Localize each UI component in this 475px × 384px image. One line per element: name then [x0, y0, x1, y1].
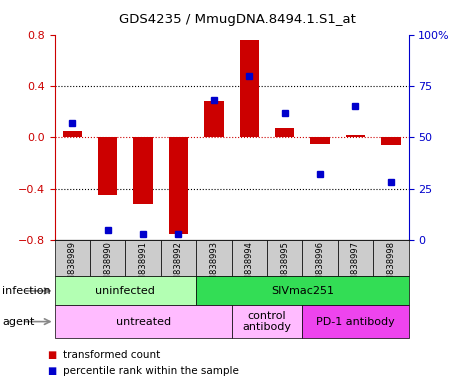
Bar [55, 240, 90, 276]
Bar [267, 240, 303, 276]
Text: GSM838998: GSM838998 [386, 241, 395, 292]
Text: GSM838995: GSM838995 [280, 241, 289, 292]
Bar [310, 137, 330, 144]
Bar [125, 240, 161, 276]
Text: transformed count: transformed count [63, 350, 160, 360]
Bar [232, 305, 302, 338]
Text: untreated: untreated [115, 316, 171, 327]
Text: GSM838997: GSM838997 [351, 241, 360, 292]
Bar [204, 101, 224, 137]
Text: GDS4235 / MmugDNA.8494.1.S1_at: GDS4235 / MmugDNA.8494.1.S1_at [119, 13, 356, 26]
Bar [55, 276, 196, 305]
Text: GSM838990: GSM838990 [103, 241, 112, 292]
Text: uninfected: uninfected [95, 286, 155, 296]
Bar [239, 40, 259, 137]
Bar [338, 240, 373, 276]
Text: SIVmac251: SIVmac251 [271, 286, 334, 296]
Bar [302, 305, 408, 338]
Text: GSM838993: GSM838993 [209, 241, 218, 292]
Bar [196, 240, 232, 276]
Text: GSM838991: GSM838991 [139, 241, 148, 292]
Text: control
antibody: control antibody [242, 311, 292, 333]
Text: ■: ■ [48, 366, 57, 376]
Text: GSM838996: GSM838996 [315, 241, 324, 292]
Bar [133, 137, 153, 204]
Bar [55, 305, 232, 338]
Bar [161, 240, 196, 276]
Bar [232, 240, 267, 276]
Bar [63, 131, 82, 137]
Bar [373, 240, 408, 276]
Bar [302, 240, 338, 276]
Bar [90, 240, 125, 276]
Text: GSM838992: GSM838992 [174, 241, 183, 292]
Bar [98, 137, 117, 195]
Bar [346, 135, 365, 137]
Text: infection: infection [2, 286, 51, 296]
Text: GSM838994: GSM838994 [245, 241, 254, 292]
Bar [196, 276, 408, 305]
Text: ■: ■ [48, 350, 57, 360]
Text: PD-1 antibody: PD-1 antibody [316, 316, 395, 327]
Bar [275, 128, 294, 137]
Text: percentile rank within the sample: percentile rank within the sample [63, 366, 238, 376]
Bar [169, 137, 188, 233]
Text: GSM838989: GSM838989 [68, 241, 77, 292]
Bar [381, 137, 400, 145]
Text: agent: agent [2, 316, 35, 327]
